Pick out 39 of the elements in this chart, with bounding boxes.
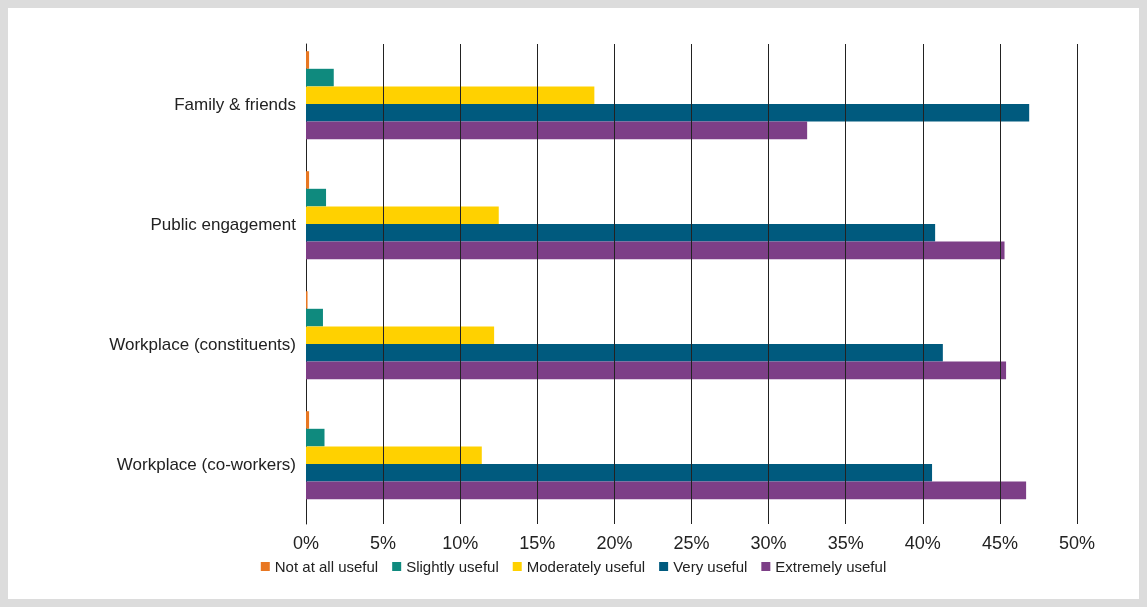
x-tick-label: 5% — [370, 533, 397, 553]
legend-label: Very useful — [673, 558, 748, 575]
bar — [306, 121, 808, 140]
x-tick-label: 35% — [827, 533, 864, 553]
bar — [306, 224, 936, 242]
y-tick-label: Family & friends — [174, 94, 296, 114]
x-tick-label: 30% — [750, 533, 787, 553]
x-tick-label: 50% — [1058, 533, 1096, 553]
bar — [306, 326, 495, 344]
x-tick-label: 15% — [519, 533, 556, 553]
bar — [306, 481, 1027, 500]
bar — [306, 104, 1030, 122]
bar — [306, 188, 327, 207]
bar — [306, 411, 310, 429]
bar — [306, 344, 943, 362]
bar — [306, 51, 310, 69]
x-tick-label: 10% — [442, 533, 479, 553]
y-tick-label: Workplace (constituents) — [109, 334, 296, 354]
x-tick-label: 0% — [292, 533, 320, 553]
legend-label: Moderately useful — [526, 558, 646, 575]
bar — [306, 86, 595, 104]
legend-label: Slightly useful — [406, 558, 499, 575]
bar — [306, 428, 325, 447]
x-tick-label: 40% — [904, 533, 941, 553]
bar — [306, 241, 1005, 260]
x-tick-label: 20% — [596, 533, 633, 553]
bar — [306, 361, 1007, 380]
bar — [306, 206, 499, 224]
legend-label: Extremely useful — [775, 558, 887, 575]
legend-label: Not at all useful — [274, 558, 379, 575]
bar — [306, 446, 482, 464]
bar — [306, 464, 933, 482]
bar — [306, 68, 334, 87]
bar — [306, 308, 323, 327]
x-tick-label: 25% — [673, 533, 710, 553]
bar — [306, 171, 310, 189]
y-tick-label: Workplace (co-workers) — [116, 454, 296, 474]
x-tick-label: 45% — [981, 533, 1018, 553]
y-tick-label: Public engagement — [150, 214, 297, 234]
